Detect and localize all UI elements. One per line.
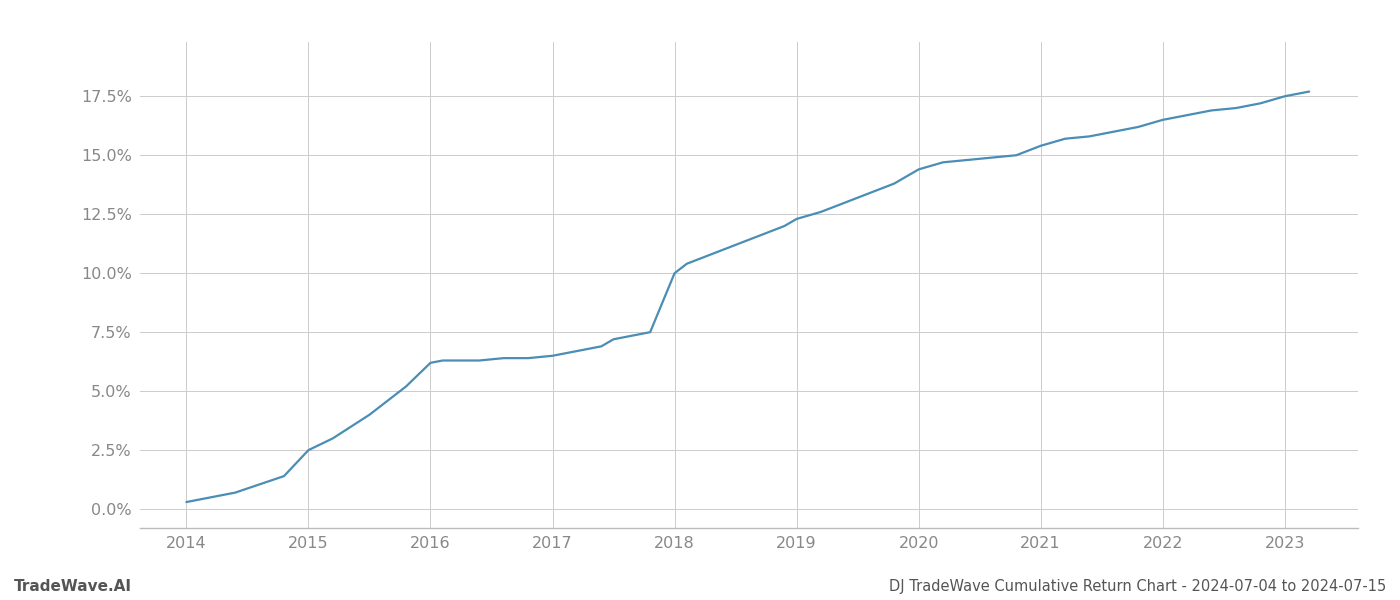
Text: DJ TradeWave Cumulative Return Chart - 2024-07-04 to 2024-07-15: DJ TradeWave Cumulative Return Chart - 2… (889, 579, 1386, 594)
Text: TradeWave.AI: TradeWave.AI (14, 579, 132, 594)
